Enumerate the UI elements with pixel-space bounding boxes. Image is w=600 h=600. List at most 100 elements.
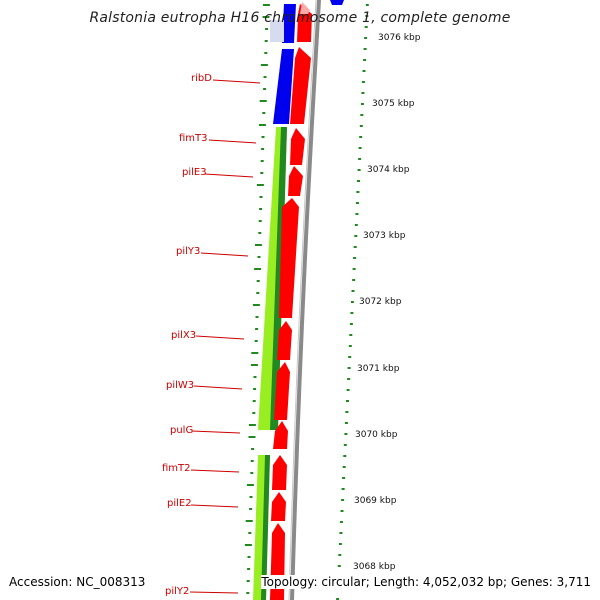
scale-tick (364, 37, 368, 39)
feature-tick (248, 424, 256, 426)
scale-tick (339, 521, 343, 523)
scale-tick (348, 356, 352, 358)
scale-tick (357, 169, 361, 171)
feature-tick (246, 592, 250, 594)
scale-tick (353, 246, 357, 248)
scale-tick (341, 499, 345, 501)
kbp-label-3068: 3068 kbp (353, 562, 396, 572)
gene-label-fimT3[interactable]: fimT3 (179, 133, 208, 144)
scale-tick (361, 92, 365, 94)
feature-tick (261, 148, 265, 150)
feature-tick (247, 568, 251, 570)
scale-tick (341, 488, 345, 490)
feature-tick (251, 352, 259, 354)
gene-label-pilY2[interactable]: pilY2 (165, 586, 190, 597)
highlight-box (270, 20, 284, 42)
scale-tick (350, 301, 354, 303)
feature-tick (263, 88, 267, 90)
scale-tick (365, 15, 369, 17)
scale-tick (344, 433, 348, 435)
scale-tick (348, 345, 352, 347)
feature-tick (262, 16, 270, 18)
gene-label-pilE2[interactable]: pilE2 (167, 498, 192, 509)
feature-tick (253, 388, 257, 390)
scale-tick (346, 389, 350, 391)
gene-arrow-blue-ribD (273, 49, 294, 124)
scale-tick (352, 279, 356, 281)
feature-tick (251, 448, 255, 450)
gene-arrow-red-10 (271, 492, 286, 521)
feature-tick (260, 160, 264, 162)
gene-arrow-red-2 (290, 47, 311, 124)
scale-tick (360, 114, 364, 116)
map-title: Ralstonia eutropha H16 chromosome 1, com… (89, 10, 511, 26)
feature-tick (247, 556, 251, 558)
scale-tick (342, 466, 346, 468)
backbone-arc (290, 0, 321, 600)
inner-tick-ring (244, 4, 270, 594)
gene-label-pilX3[interactable]: pilX3 (171, 330, 197, 341)
leader-fimT2 (190, 469, 240, 473)
feature-tick (246, 580, 250, 582)
scale-tick (346, 400, 349, 402)
scale-tick (343, 444, 347, 446)
feature-tick (261, 136, 265, 138)
leader-ribD (212, 79, 261, 84)
scale-tick (338, 554, 342, 556)
gene-label-pilE3[interactable]: pilE3 (182, 167, 207, 178)
scale-tick (342, 477, 346, 479)
scale-tick (347, 378, 351, 380)
feature-tick (254, 340, 258, 342)
gene-label-pilY3[interactable]: pilY3 (176, 246, 201, 257)
gene-arrow-red-8 (273, 421, 288, 449)
scale-tick (353, 257, 357, 259)
feature-tick (256, 184, 264, 186)
feature-tick (248, 436, 256, 438)
gene-arrow-red-7 (274, 362, 290, 420)
gene-arrow-blue-top (282, 4, 296, 43)
feature-tick (260, 64, 268, 66)
feature-tick (264, 52, 268, 54)
feature-tick (258, 232, 262, 234)
leader-pilY3 (200, 252, 249, 257)
feature-tick (252, 400, 256, 402)
gene-arrow-blue-small (330, 0, 344, 5)
gene-label-pulG[interactable]: pulG (170, 425, 194, 436)
scale-tick (349, 323, 353, 325)
scale-tick (354, 224, 358, 226)
scale-tick (336, 598, 340, 600)
leader-pilE2 (190, 504, 239, 508)
feature-tick (250, 364, 258, 366)
label-leaders (189, 79, 261, 594)
feature-tick (260, 172, 264, 174)
feature-tick (255, 316, 259, 318)
scale-tick (344, 422, 348, 424)
feature-tick (256, 280, 260, 282)
feature-tick (262, 112, 266, 114)
scale-tick (365, 4, 369, 6)
scale-tick (363, 48, 367, 50)
gene-arrow-red-9 (272, 455, 287, 490)
scale-tick (339, 532, 343, 534)
gene-arrow-red-faded (300, 2, 310, 14)
gene-label-ribD[interactable]: ribD (191, 73, 212, 84)
leader-pilE3 (204, 173, 254, 178)
feature-tick (265, 28, 269, 30)
scale-tick (355, 202, 359, 204)
leader-pilW3 (193, 385, 243, 390)
feature-tick (259, 196, 263, 198)
feature-tick (254, 268, 262, 270)
feature-tick (255, 328, 259, 330)
kbp-label-3071: 3071 kbp (357, 364, 400, 374)
scale-tick (361, 81, 365, 83)
scale-tick (352, 268, 356, 270)
gene-label-fimT2[interactable]: fimT2 (162, 463, 191, 474)
scale-tick (358, 147, 362, 149)
gene-label-pilW3[interactable]: pilW3 (166, 380, 195, 391)
gc-band-dark-lower (261, 455, 270, 600)
leader-pilY2 (189, 591, 239, 594)
backbone-arc-highlight (288, 0, 317, 600)
feature-tick (253, 376, 257, 378)
kbp-label-3076: 3076 kbp (378, 33, 421, 43)
